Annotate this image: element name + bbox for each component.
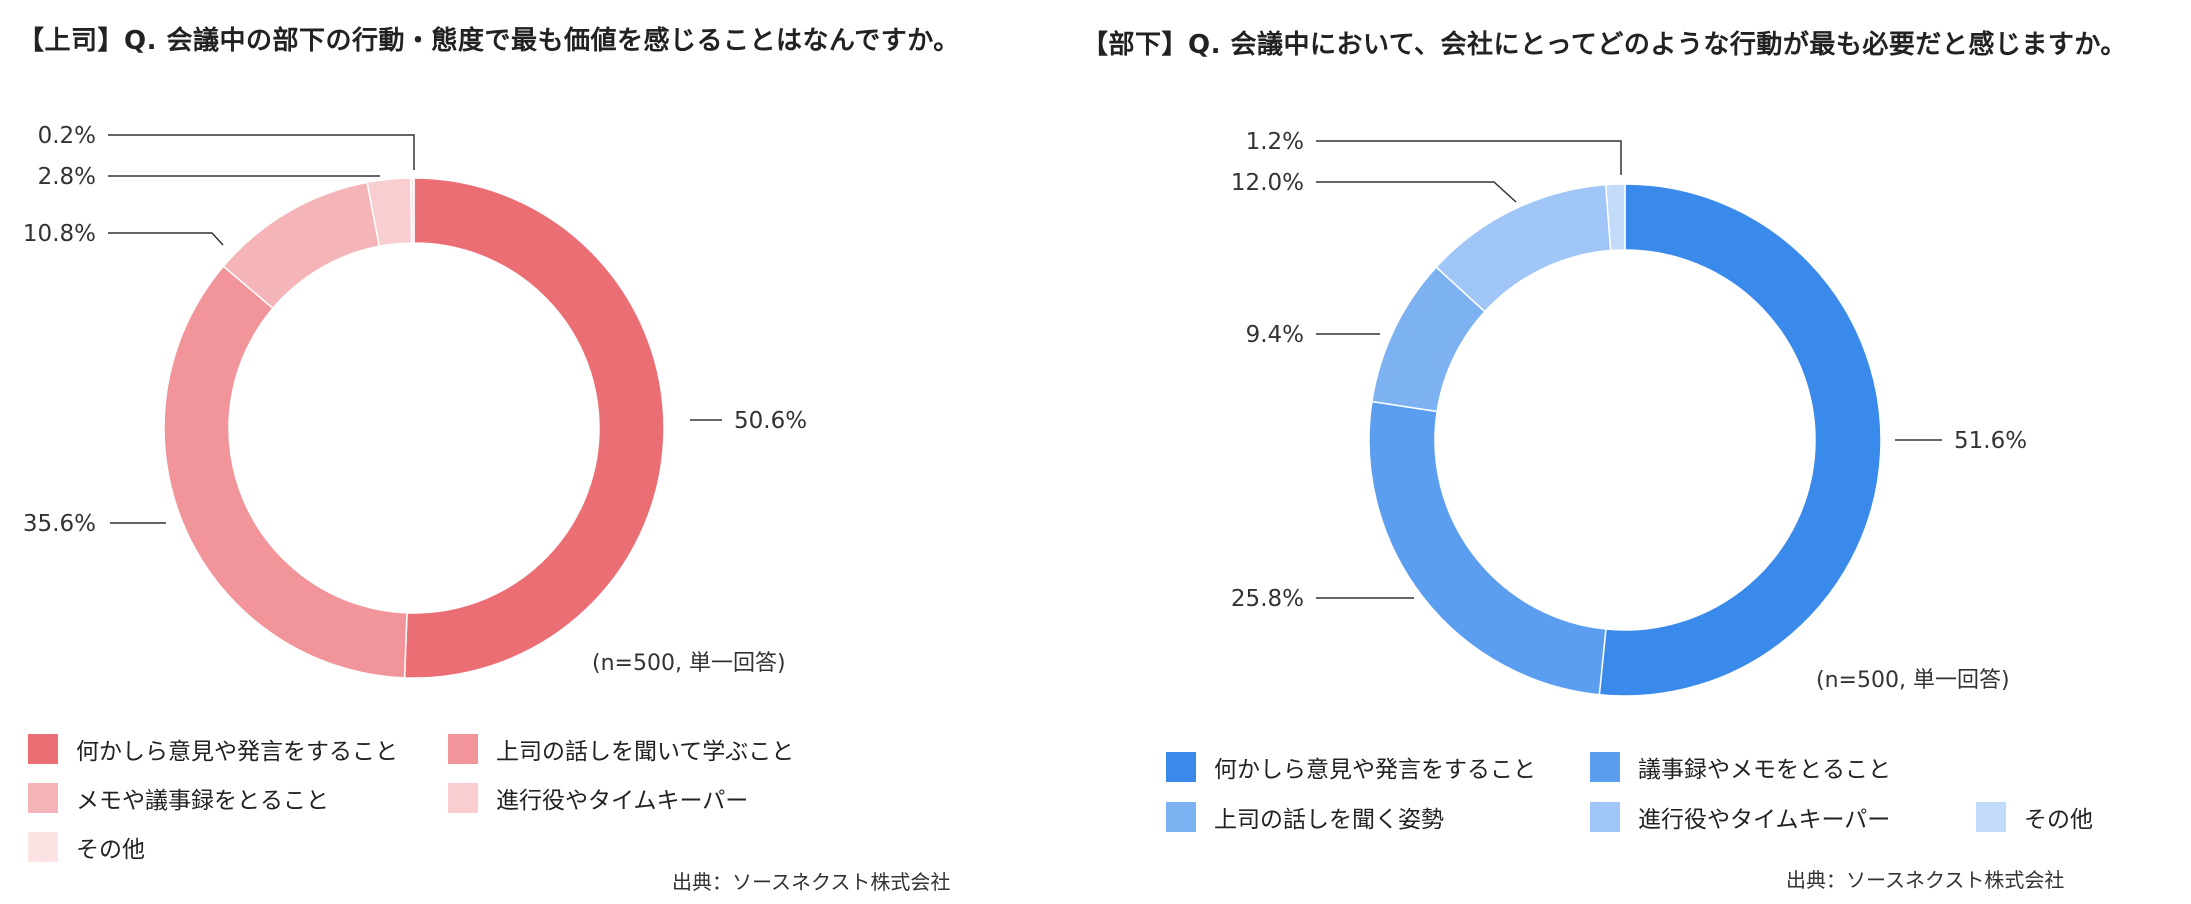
legend-label: その他 [2024, 807, 2093, 833]
legend-label: 何かしら意見や発言をすること [76, 739, 398, 765]
left-legend-item: その他 [28, 830, 145, 864]
legend-swatch [1590, 802, 1620, 832]
legend-swatch [1590, 752, 1620, 782]
donut-slice [1604, 183, 1626, 252]
right-legend-item: 進行役やタイムキーパー [1590, 800, 1890, 834]
legend-swatch [448, 734, 478, 764]
legend-swatch [28, 832, 58, 862]
right-legend-item: その他 [1976, 800, 2093, 834]
left-legend-item: 進行役やタイムキーパー [448, 781, 748, 815]
legend-label: 議事録やメモをとること [1638, 757, 1891, 783]
percent-label: 50.6% [734, 408, 807, 434]
percent-label: 10.8% [23, 221, 96, 247]
donut-slice [403, 177, 665, 679]
right-legend-item: 何かしら意見や発言をすること [1166, 750, 1536, 784]
legend-swatch [28, 734, 58, 764]
left-legend-item: 何かしら意見や発言をすること [28, 732, 398, 766]
legend-label: メモや議事録をとること [76, 788, 329, 814]
legend-label: 上司の話しを聞いて学ぶこと [496, 739, 795, 765]
percent-label: 1.2% [1246, 129, 1304, 155]
percent-label: 0.2% [38, 123, 96, 149]
leader-line [1316, 181, 1517, 203]
right-source-credit: 出典：ソースネクスト株式会社 [1786, 868, 2065, 892]
legend-label: 何かしら意見や発言をすること [1214, 757, 1536, 783]
percent-label: 9.4% [1246, 322, 1304, 348]
left-donut-chart: 50.6% 35.6% 10.8% 2.8% 0.2% [23, 123, 807, 679]
legend-label: 上司の話しを聞く姿勢 [1214, 807, 1444, 833]
left-chart-title: 【上司】Q. 会議中の部下の行動・態度で最も価値を感じることはなんですか。 [18, 26, 960, 56]
percent-label: 25.8% [1231, 586, 1304, 612]
donut-slice [163, 265, 408, 679]
left-source-credit: 出典：ソースネクスト株式会社 [672, 870, 951, 894]
legend-swatch [448, 783, 478, 813]
right-chart-title: 【部下】Q. 会議中において、会社にとってどのような行動が最も必要だと感じますか… [1082, 30, 2127, 60]
legend-label: その他 [76, 837, 145, 863]
legend-swatch [1976, 802, 2006, 832]
left-legend-item: 上司の話しを聞いて学ぶこと [448, 732, 794, 766]
left-sample-note: (n=500, 単一回答) [592, 651, 786, 676]
donut-slice [1598, 183, 1882, 697]
leader-line [108, 232, 224, 246]
legend-swatch [28, 783, 58, 813]
legend-swatch [1166, 752, 1196, 782]
leader-line [108, 134, 415, 170]
right-donut-chart: 51.6% 25.8% 9.4% 12.0% 1.2% [1231, 129, 2027, 697]
donut-slice [1368, 400, 1607, 696]
legend-swatch [1166, 802, 1196, 832]
leader-line [1316, 140, 1622, 175]
percent-label: 2.8% [38, 164, 96, 190]
left-chart-panel: 【上司】Q. 会議中の部下の行動・態度で最も価値を感じることはなんですか。 50… [0, 0, 1080, 904]
right-legend-item: 議事録やメモをとること [1590, 750, 1891, 784]
right-sample-note: (n=500, 単一回答) [1816, 668, 2010, 693]
percent-label: 51.6% [1954, 428, 2027, 454]
legend-label: 進行役やタイムキーパー [496, 788, 749, 814]
percent-label: 12.0% [1231, 170, 1304, 196]
left-legend-item: メモや議事録をとること [28, 781, 329, 815]
legend-label: 進行役やタイムキーパー [1638, 807, 1891, 833]
donut-slice [410, 177, 415, 244]
right-legend-item: 上司の話しを聞く姿勢 [1166, 800, 1444, 834]
right-chart-panel: 【部下】Q. 会議中において、会社にとってどのような行動が最も必要だと感じますか… [1080, 0, 2191, 904]
percent-label: 35.6% [23, 511, 96, 537]
